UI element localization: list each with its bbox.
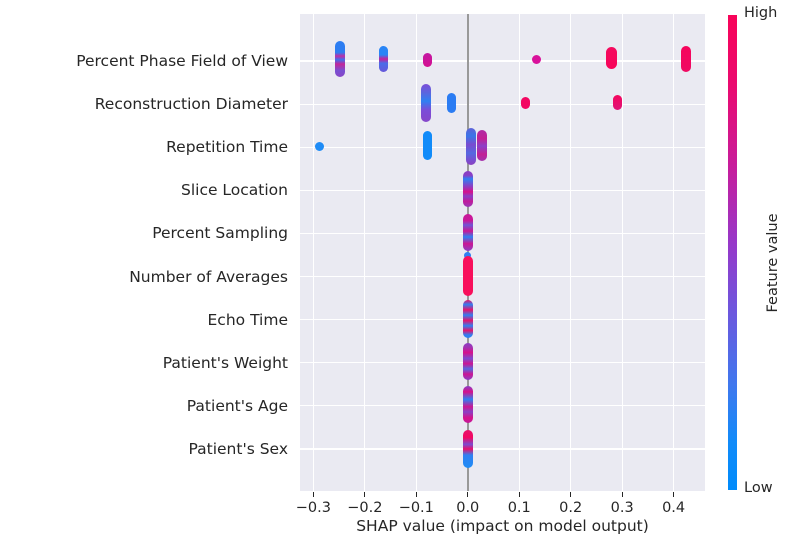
colorbar-low-label: Low xyxy=(744,480,773,496)
y-axis-label: Patient's Age xyxy=(186,396,288,415)
gridline-vertical xyxy=(621,14,623,491)
shap-point-cluster xyxy=(462,386,473,423)
gridline-horizontal xyxy=(300,189,705,191)
y-axis-label: Slice Location xyxy=(181,181,288,200)
gridline-horizontal xyxy=(300,103,705,105)
shap-point-cluster xyxy=(531,55,541,64)
gridline-vertical xyxy=(570,14,572,491)
gridline-horizontal xyxy=(300,319,705,321)
shap-point-cluster xyxy=(335,41,346,77)
plot-area xyxy=(300,14,705,491)
x-tick-mark xyxy=(621,492,623,497)
shap-point-cluster xyxy=(462,300,473,338)
shap-point-cluster xyxy=(521,97,531,109)
shap-point-cluster xyxy=(422,131,432,160)
gridline-horizontal xyxy=(300,146,705,148)
gridline-horizontal xyxy=(300,275,705,278)
colorbar-title: Feature value xyxy=(765,213,781,313)
gridline-horizontal xyxy=(300,362,705,364)
x-tick-mark xyxy=(364,492,366,497)
gridline-vertical xyxy=(364,14,366,491)
shap-point-cluster xyxy=(421,84,432,122)
gridline-vertical xyxy=(415,14,417,491)
shap-point-cluster xyxy=(464,252,472,259)
x-tick-mark xyxy=(518,492,520,497)
shap-point-cluster xyxy=(462,256,473,296)
shap-point-cluster xyxy=(465,128,476,165)
x-tick-mark xyxy=(312,492,314,497)
y-axis-label: Echo Time xyxy=(207,310,288,329)
x-tick-label: 0.2 xyxy=(559,500,583,516)
shap-point-cluster xyxy=(379,46,389,72)
gridline-horizontal xyxy=(300,448,705,450)
x-tick-label: 0.3 xyxy=(610,500,634,516)
shap-point-cluster xyxy=(612,95,622,110)
shap-point-cluster xyxy=(605,47,617,69)
shap-point-cluster xyxy=(462,343,473,380)
shap-point-cluster xyxy=(314,142,324,151)
y-axis-label: Reconstruction Diameter xyxy=(94,95,288,114)
shap-point-cluster xyxy=(462,214,473,251)
colorbar-high-label: High xyxy=(744,5,778,21)
x-tick-label: −0.2 xyxy=(347,500,383,516)
x-tick-label: −0.3 xyxy=(295,500,331,516)
y-axis-label: Number of Averages xyxy=(129,267,288,286)
gridline-vertical xyxy=(518,14,520,491)
x-tick-label: 0.1 xyxy=(507,500,531,516)
gridline-horizontal xyxy=(300,232,705,235)
x-tick-mark xyxy=(570,492,572,497)
x-tick-mark xyxy=(415,492,417,497)
y-axis-label: Repetition Time xyxy=(166,138,288,157)
x-tick-mark xyxy=(673,492,675,497)
x-axis-title: SHAP value (impact on model output) xyxy=(356,517,649,535)
shap-point-cluster xyxy=(462,430,473,468)
y-axis-label: Patient's Weight xyxy=(162,353,288,372)
shap-point-cluster xyxy=(681,46,692,72)
x-tick-mark xyxy=(467,492,469,497)
colorbar xyxy=(728,15,737,490)
shap-point-cluster xyxy=(477,130,488,161)
y-axis-label: Percent Sampling xyxy=(152,224,288,243)
gridline-vertical xyxy=(673,14,675,491)
gridline-vertical xyxy=(312,14,314,491)
shap-point-cluster xyxy=(422,53,432,67)
x-tick-label: 0.0 xyxy=(456,500,480,516)
shap-point-cluster xyxy=(447,93,457,113)
y-axis-label: Patient's Sex xyxy=(188,439,288,458)
x-tick-label: 0.4 xyxy=(662,500,686,516)
shap-point-cluster xyxy=(462,171,473,207)
x-tick-label: −0.1 xyxy=(398,500,434,516)
gridline-horizontal xyxy=(300,60,705,62)
gridline-horizontal xyxy=(300,405,705,407)
y-axis-label: Percent Phase Field of View xyxy=(76,52,288,70)
